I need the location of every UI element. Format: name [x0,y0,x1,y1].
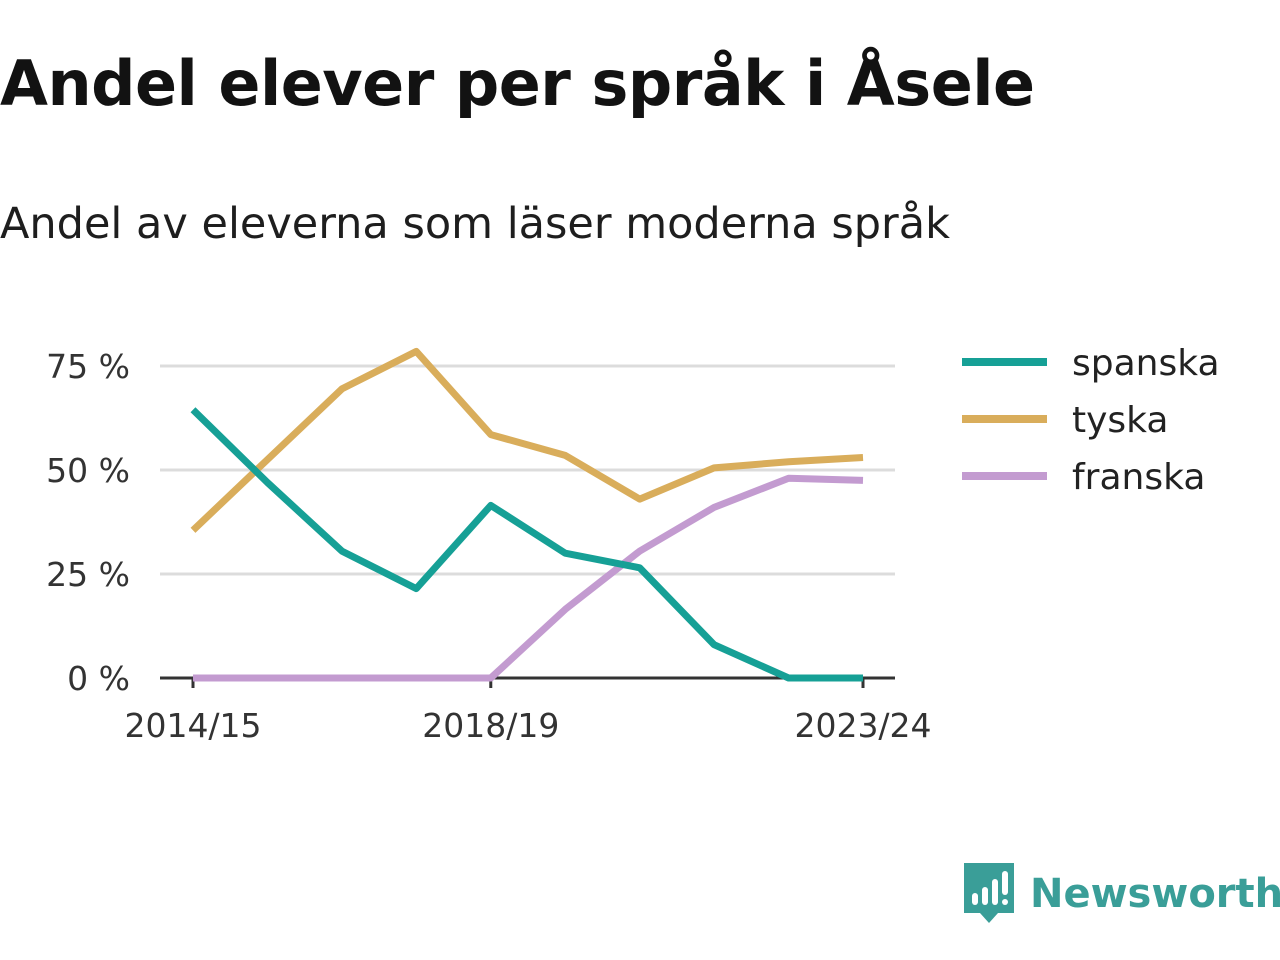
gridlines [160,364,895,680]
x-tick-label: 2023/24 [794,706,931,745]
legend: spanska tyska franska [962,343,1220,498]
y-tick-label: 75 % [46,347,130,386]
legend-label-spanska: spanska [1072,343,1220,384]
chart-title: Andel elever per språk i Åsele [0,47,1035,120]
brand-name: Newsworthy [1030,871,1280,917]
y-axis-ticks: 0 % 25 % 50 % 75 % [46,347,130,698]
legend-label-tyska: tyska [1072,400,1168,441]
chart-subtitle: Andel av eleverna som läser moderna språ… [0,199,950,249]
x-axis-ticks: 2014/15 2018/19 2023/24 [124,678,932,745]
y-tick-label: 0 % [67,659,130,698]
series-line-franska [193,474,864,682]
x-tick-label: 2014/15 [124,706,261,745]
newsworthy-logo: Newsworthy [964,862,1280,926]
x-tick-label: 2018/19 [422,706,559,745]
series-line-spanska [190,407,863,682]
series-lines [190,347,864,682]
y-tick-label: 25 % [46,555,130,594]
series-line-tyska [190,347,864,533]
y-tick-label: 50 % [46,451,130,490]
legend-label-franska: franska [1072,457,1205,498]
line-chart: 0 % 25 % 50 % 75 % 2014/15 2018/19 2023/24 sp… [46,343,1220,745]
newsworthy-bars-icon [964,863,1014,923]
